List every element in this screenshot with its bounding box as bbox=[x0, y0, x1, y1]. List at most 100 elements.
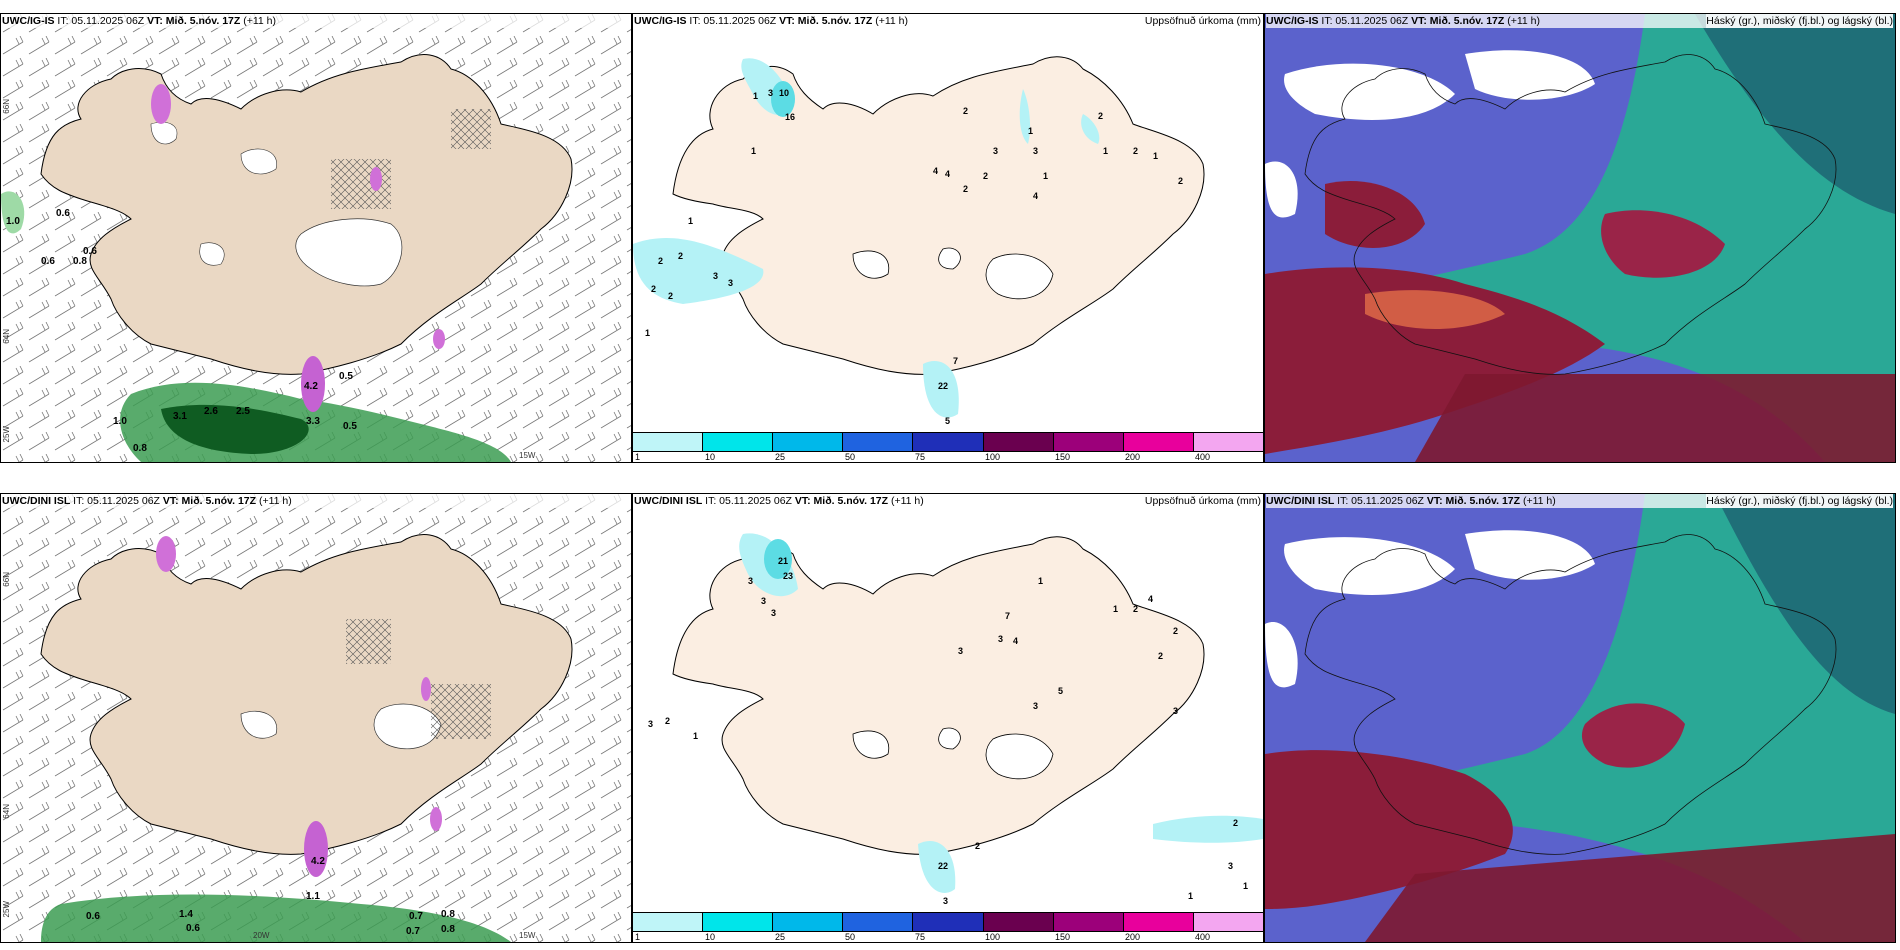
precip-value: 7 bbox=[1005, 611, 1010, 621]
lon-label: 15W bbox=[519, 451, 536, 460]
wind-value: 1.0 bbox=[6, 216, 20, 227]
low-cloud-area bbox=[1265, 750, 1513, 909]
precip-value: 2 bbox=[1178, 176, 1183, 186]
purple-precip bbox=[156, 536, 176, 572]
wind-value: 0.8 bbox=[73, 256, 87, 267]
cloud-map bbox=[1265, 494, 1895, 942]
lat-label: 66N bbox=[2, 99, 11, 114]
colorbar-swatch bbox=[773, 913, 844, 931]
panel-clouds-top: UWC/IG-IS IT: 05.11.2025 06Z VT: Mið. 5.… bbox=[1264, 13, 1896, 463]
lon-label: 20W bbox=[253, 931, 270, 940]
wind-value: 3.3 bbox=[306, 416, 320, 427]
wind-map: 1.0 0.6 0.6 0.8 0.6 0.5 3.1 2.6 2.5 3.3 … bbox=[1, 14, 631, 462]
purple-precip bbox=[433, 329, 445, 349]
lat-label: 66N bbox=[2, 572, 11, 587]
colorbar-tick-label: 150 bbox=[1055, 932, 1071, 942]
wind-value: 0.6 bbox=[56, 208, 70, 219]
colorbar-tick-label: 400 bbox=[1194, 932, 1211, 942]
colorbar-tick-label: 50 bbox=[845, 932, 856, 942]
hatched-area bbox=[451, 109, 491, 149]
precip-value: 2 bbox=[963, 184, 968, 194]
precip-value: 22 bbox=[938, 861, 948, 871]
purple-precip bbox=[151, 84, 171, 124]
precip-value: 1 bbox=[753, 91, 758, 101]
colorbar-tick-label: 200 bbox=[1125, 932, 1141, 942]
precip-value: 16 bbox=[785, 112, 795, 122]
panel-title: UWC/IG-IS IT: 05.11.2025 06Z VT: Mið. 5.… bbox=[634, 14, 1261, 28]
precip-area bbox=[923, 361, 959, 418]
clear-area bbox=[1284, 63, 1455, 120]
purple-precip bbox=[370, 167, 382, 191]
colorbar-swatch bbox=[1123, 913, 1194, 931]
panel-precip-bottom: UWC/DINI ISL IT: 05.11.2025 06Z VT: Mið.… bbox=[632, 493, 1264, 943]
precip-value: 4 bbox=[1033, 191, 1038, 201]
green-precip-area bbox=[1, 191, 25, 234]
wind-map: 0.6 1.4 0.6 0.7 0.8 0.7 0.8 1.1 4.2 bbox=[1, 494, 631, 942]
low-cloud-area bbox=[1601, 210, 1725, 278]
precip-value: 2 bbox=[983, 171, 988, 181]
precip-value: 2 bbox=[963, 106, 968, 116]
colorbar-tick-label: 400 bbox=[1194, 452, 1211, 462]
precip-area bbox=[771, 81, 795, 117]
precip-value: 2 bbox=[1098, 111, 1103, 121]
clear-area bbox=[1284, 537, 1455, 595]
colorbar-swatch bbox=[1053, 433, 1124, 451]
lon-label: 25W bbox=[2, 901, 11, 918]
purple-precip bbox=[301, 356, 325, 412]
green-precip-area bbox=[161, 404, 309, 454]
purple-precip bbox=[304, 821, 328, 877]
colorbar-swatch bbox=[1123, 433, 1194, 451]
precip-value: 1 bbox=[693, 731, 698, 741]
colorbar: 1 10 25 50 75 100 150 200 400 bbox=[633, 432, 1263, 462]
clear-area bbox=[1465, 50, 1595, 100]
precip-value: 3 bbox=[748, 576, 753, 586]
colorbar-tick-label: 100 bbox=[985, 932, 1001, 942]
colorbar-swatch bbox=[983, 433, 1054, 451]
precip-value: 1 bbox=[1113, 604, 1118, 614]
precip-value: 1 bbox=[1153, 151, 1158, 161]
wind-value: 0.5 bbox=[339, 371, 353, 382]
colorbar-swatch bbox=[983, 913, 1054, 931]
colorbar-tick-label: 10 bbox=[704, 932, 715, 942]
colorbar-swatches bbox=[633, 432, 1263, 452]
wind-value: 2.5 bbox=[236, 406, 250, 417]
precip-value: 4 bbox=[933, 166, 938, 176]
colorbar-swatch bbox=[1193, 433, 1263, 451]
precip-value: 3 bbox=[943, 896, 948, 906]
iceland-outline bbox=[1304, 534, 1837, 855]
wind-value: 4.2 bbox=[304, 381, 318, 392]
glacier bbox=[852, 247, 1054, 300]
colorbar-tick-label: 50 bbox=[845, 452, 856, 462]
panel-wind-bottom: UWC/DINI ISL IT: 05.11.2025 06Z VT: Mið.… bbox=[0, 493, 632, 943]
panel-variable: Uppsöfnuð úrkoma (mm) bbox=[1144, 494, 1261, 508]
teal-area bbox=[1715, 494, 1895, 714]
low-cloud-area bbox=[1581, 703, 1685, 768]
precip-value: 2 bbox=[1233, 818, 1238, 828]
colorbar-swatch bbox=[913, 913, 984, 931]
low-cloud-area bbox=[1265, 267, 1605, 454]
wind-value: 1.4 bbox=[179, 909, 193, 920]
precip-value: 21 bbox=[778, 556, 788, 566]
precip-value: 5 bbox=[1058, 686, 1063, 696]
precip-value: 1 bbox=[1038, 576, 1043, 586]
purple-precip bbox=[430, 807, 442, 831]
hatched-area bbox=[431, 684, 491, 739]
colorbar-swatch bbox=[843, 433, 914, 451]
wind-value: 0.8 bbox=[133, 443, 147, 454]
lon-label: 25W bbox=[2, 426, 11, 443]
precip-area bbox=[1153, 815, 1263, 843]
wind-value: 0.6 bbox=[86, 911, 100, 922]
precip-value: 3 bbox=[768, 88, 773, 98]
precip-area bbox=[633, 238, 764, 304]
precip-value: 4 bbox=[945, 169, 950, 179]
colorbar-tick-label: 1 bbox=[635, 932, 641, 942]
wind-value: 0.8 bbox=[441, 924, 455, 935]
hatched-area bbox=[331, 159, 391, 209]
wind-value: 4.2 bbox=[311, 856, 325, 867]
precip-value: 10 bbox=[779, 88, 789, 98]
precip-value: 1 bbox=[645, 328, 650, 338]
iceland-land bbox=[40, 534, 573, 855]
colorbar-swatch bbox=[703, 913, 774, 931]
panel-wind-top: UWC/IG-IS IT: 05.11.2025 06Z VT: Mið. 5.… bbox=[0, 13, 632, 463]
wind-value: 0.6 bbox=[41, 256, 55, 267]
